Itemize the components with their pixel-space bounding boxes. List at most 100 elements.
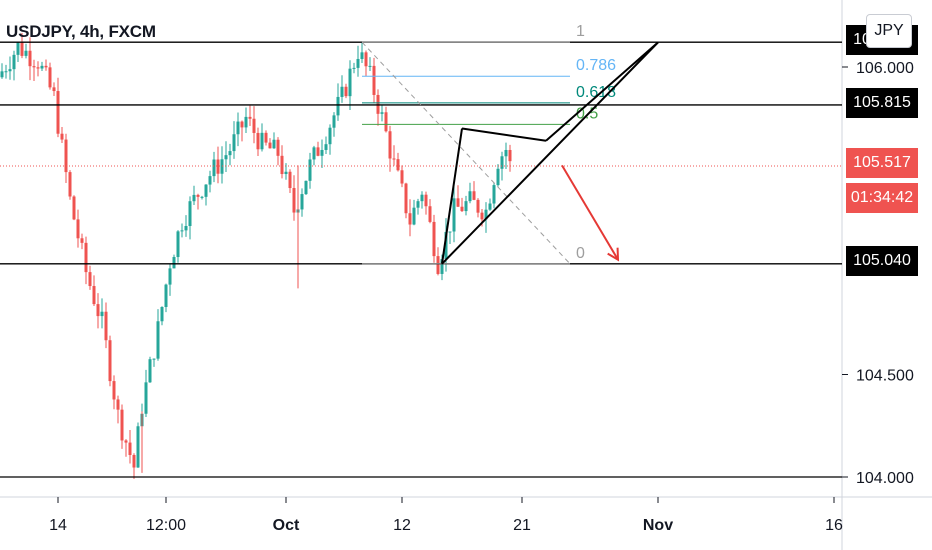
candle-body xyxy=(184,226,188,231)
candle-body xyxy=(168,268,172,285)
candle-body xyxy=(232,134,236,152)
candle-body xyxy=(56,91,60,134)
candle-body xyxy=(252,118,256,133)
candle-body xyxy=(76,219,80,239)
candle-body xyxy=(176,231,180,258)
candle-body xyxy=(496,168,500,186)
candle-body xyxy=(500,156,504,169)
candle-body xyxy=(104,311,108,341)
candle-body xyxy=(452,198,456,232)
price-tick-label: 106.000 xyxy=(856,60,914,77)
candle-body xyxy=(492,185,496,204)
candle-body xyxy=(16,42,20,55)
candle-body xyxy=(116,399,120,410)
candle-body xyxy=(172,257,176,269)
candle-body xyxy=(88,272,92,287)
price-axis[interactable]: 104.000 104.500 106.000 xyxy=(842,60,914,487)
time-tick-label: Oct xyxy=(273,517,300,534)
arrow-shaft[interactable] xyxy=(561,164,619,261)
candle-body xyxy=(188,201,192,227)
candle-body xyxy=(268,142,272,149)
candle-body xyxy=(360,52,364,59)
candle-body xyxy=(4,71,8,73)
candle-body xyxy=(20,42,24,56)
candle-body xyxy=(344,86,348,97)
candle-body xyxy=(424,194,428,207)
candle-body xyxy=(408,213,412,225)
rising-wedge[interactable] xyxy=(441,41,659,265)
candle-body xyxy=(476,199,480,213)
candle-body xyxy=(36,67,40,69)
candle-body xyxy=(392,158,396,160)
candle-body xyxy=(100,311,104,317)
candle-body xyxy=(128,442,132,456)
last-price-tag: 105.517 xyxy=(846,148,918,178)
candle-body xyxy=(368,65,372,67)
candle-body xyxy=(320,149,324,156)
candle-body xyxy=(108,340,112,382)
time-axis[interactable]: 14 12:00 Oct 12 21 Nov 16 xyxy=(49,497,843,534)
candle-body xyxy=(84,242,88,273)
wedge-upper-line-b[interactable] xyxy=(545,41,659,142)
candle-body xyxy=(164,284,168,307)
candle-body xyxy=(0,71,4,78)
candle-body xyxy=(112,381,116,400)
candle-body xyxy=(32,66,36,68)
currency-badge[interactable]: JPY xyxy=(866,14,912,48)
candle-body xyxy=(472,191,476,200)
candle-body xyxy=(148,359,152,383)
candle-body xyxy=(336,96,340,116)
time-tick-label: 14 xyxy=(49,517,67,534)
candle-body xyxy=(436,256,440,274)
candle-body xyxy=(384,112,388,132)
candle-body xyxy=(428,206,432,222)
symbol-title: USDJPY, 4h, FXCM xyxy=(6,22,156,41)
candle-body xyxy=(44,65,48,68)
candle-body xyxy=(120,409,124,441)
time-tick-label: 16 xyxy=(825,517,843,534)
candle-body xyxy=(484,209,488,220)
candle-body xyxy=(332,115,336,128)
candle-body xyxy=(228,151,232,156)
candle-body xyxy=(416,201,420,208)
wedge-left-leg[interactable] xyxy=(441,128,463,264)
bar-countdown-tag: 01:34:42 xyxy=(846,183,918,213)
candle-body xyxy=(80,238,84,243)
candle-body xyxy=(352,67,356,69)
candle-body xyxy=(240,121,244,128)
candle-body xyxy=(404,183,408,214)
candle-body xyxy=(328,127,332,145)
arrow-head xyxy=(607,247,620,262)
price-tick-label: 104.000 xyxy=(856,470,914,487)
candle-body xyxy=(264,132,268,143)
fib-level-label: 1 xyxy=(576,23,585,40)
candle-body xyxy=(420,194,424,202)
candle-body xyxy=(444,231,448,260)
candle-body xyxy=(312,147,316,160)
candle-body xyxy=(364,52,368,67)
candle-body xyxy=(224,155,228,160)
candle-body xyxy=(72,196,76,220)
horizontal-lines[interactable] xyxy=(0,41,842,478)
candle-body xyxy=(64,139,68,173)
projection-arrow[interactable] xyxy=(561,164,620,262)
fib-level-label: 0.786 xyxy=(576,57,616,74)
candle-body xyxy=(180,230,184,232)
candle-body xyxy=(136,426,140,468)
candle-body xyxy=(340,86,344,97)
wedge-upper-line-a[interactable] xyxy=(461,127,547,142)
candle-body xyxy=(244,116,248,128)
candle-body xyxy=(280,155,284,175)
time-tick-label: 21 xyxy=(513,517,531,534)
candle-body xyxy=(60,133,64,140)
candle-body xyxy=(284,171,288,175)
candle-body xyxy=(448,231,452,233)
candle-body xyxy=(248,116,252,119)
wedge-lower-line[interactable] xyxy=(441,41,659,265)
candle-body xyxy=(396,159,400,171)
candle-body xyxy=(508,149,512,162)
candle-body xyxy=(460,206,464,212)
candle-body xyxy=(432,221,436,257)
